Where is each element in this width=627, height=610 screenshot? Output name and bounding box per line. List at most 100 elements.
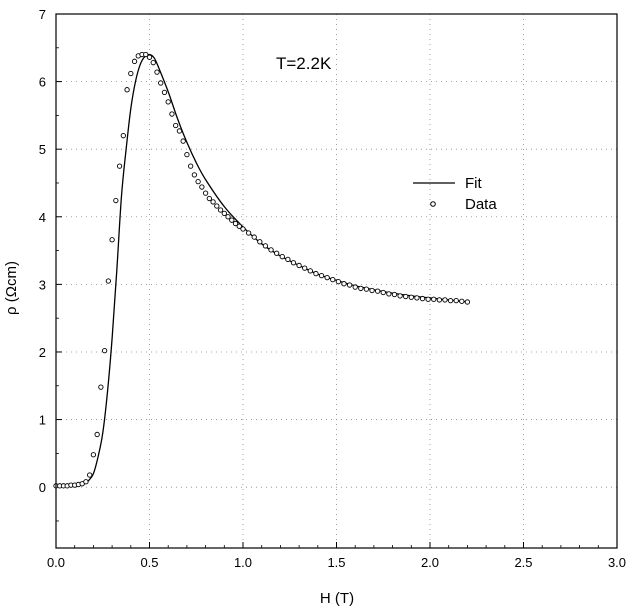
data-point <box>414 295 420 301</box>
y-tick-label: 7 <box>39 7 46 22</box>
data-point <box>302 265 308 271</box>
y-tick-label: 6 <box>39 75 46 90</box>
data-point <box>187 163 194 169</box>
data-point <box>158 80 164 86</box>
data-point <box>459 298 465 304</box>
data-point <box>146 54 153 60</box>
data-point <box>447 297 454 304</box>
data-point <box>214 203 220 209</box>
y-tick-label: 2 <box>39 345 46 360</box>
data-point <box>318 272 325 279</box>
legend-data-marker <box>430 201 436 207</box>
x-tick-label: 2.5 <box>514 555 532 570</box>
data-point <box>330 276 336 283</box>
data-point <box>116 163 123 169</box>
data-point <box>217 207 224 213</box>
data-point <box>313 270 319 277</box>
data-point <box>131 58 138 64</box>
grid <box>56 14 617 548</box>
data-point <box>143 51 149 58</box>
y-tick-labels: 0 1 2 3 4 5 6 7 <box>39 7 46 495</box>
data-point <box>199 184 205 190</box>
data-point <box>425 296 431 302</box>
data-point <box>374 288 381 294</box>
fit-line <box>55 53 468 487</box>
data-point <box>262 243 269 249</box>
y-tick-label: 1 <box>39 413 46 428</box>
data-point <box>251 234 257 240</box>
data-point <box>279 254 285 260</box>
data-point <box>202 190 209 196</box>
temperature-annotation: T=2.2K <box>276 54 332 73</box>
x-tick-label: 0.5 <box>140 555 158 570</box>
data-point <box>431 296 437 302</box>
data-point <box>165 99 171 105</box>
data-point <box>408 294 414 300</box>
x-tick-label: 0.0 <box>47 555 65 570</box>
data-point <box>290 260 297 266</box>
data-point <box>380 289 386 296</box>
data-point <box>245 230 252 236</box>
data-series <box>53 51 471 489</box>
data-point <box>150 60 156 66</box>
data-point <box>161 89 168 96</box>
data-point <box>180 138 186 144</box>
legend: Fit Data <box>413 175 497 213</box>
data-point <box>191 172 198 178</box>
data-point <box>206 195 212 202</box>
x-tick-labels: 0.0 0.5 1.0 1.5 2.0 2.5 3.0 <box>47 555 626 570</box>
x-tick-label: 1.0 <box>234 555 252 570</box>
data-point <box>369 287 375 294</box>
data-point <box>397 293 403 299</box>
y-tick-label: 3 <box>39 277 46 292</box>
y-tick-label: 4 <box>39 210 46 225</box>
data-point <box>453 297 459 304</box>
x-tick-label: 1.5 <box>327 555 345 570</box>
data-point <box>341 281 347 287</box>
data-point <box>87 472 93 478</box>
data-point <box>83 479 89 485</box>
data-point <box>94 431 100 438</box>
data-point <box>391 291 398 298</box>
data-point <box>210 199 216 205</box>
data-point <box>232 220 239 227</box>
data-point <box>268 247 274 253</box>
data-point <box>324 274 330 281</box>
data-point <box>307 268 313 274</box>
data-point <box>176 128 183 134</box>
data-point <box>436 297 442 303</box>
data-point <box>109 237 115 243</box>
data-point <box>101 347 108 354</box>
data-point <box>154 69 160 75</box>
data-point <box>169 111 175 117</box>
legend-data-label: Data <box>465 196 497 213</box>
data-point <box>442 297 448 303</box>
data-point <box>120 133 126 139</box>
data-point <box>90 452 97 458</box>
data-point <box>195 178 201 185</box>
data-point <box>257 239 263 245</box>
data-point <box>419 295 426 302</box>
data-point <box>386 291 392 297</box>
data-point <box>173 122 179 129</box>
data-point <box>113 197 119 204</box>
y-axis-label: ρ (Ωcm) <box>3 261 20 315</box>
x-axis-label: H (T) <box>320 590 354 607</box>
y-tick-label: 5 <box>39 142 46 157</box>
data-point <box>184 151 190 158</box>
data-point <box>285 256 291 263</box>
data-point <box>403 293 409 300</box>
data-point <box>335 279 342 285</box>
legend-fit-label: Fit <box>465 175 482 192</box>
y-tick-label: 0 <box>39 480 46 495</box>
x-tick-label: 2.0 <box>421 555 439 570</box>
data-point <box>128 70 134 77</box>
data-point <box>105 278 112 284</box>
x-tick-label: 3.0 <box>608 555 626 570</box>
data-point <box>358 285 364 292</box>
fit-series <box>55 53 468 487</box>
data-point <box>225 214 231 220</box>
data-point <box>124 87 130 93</box>
